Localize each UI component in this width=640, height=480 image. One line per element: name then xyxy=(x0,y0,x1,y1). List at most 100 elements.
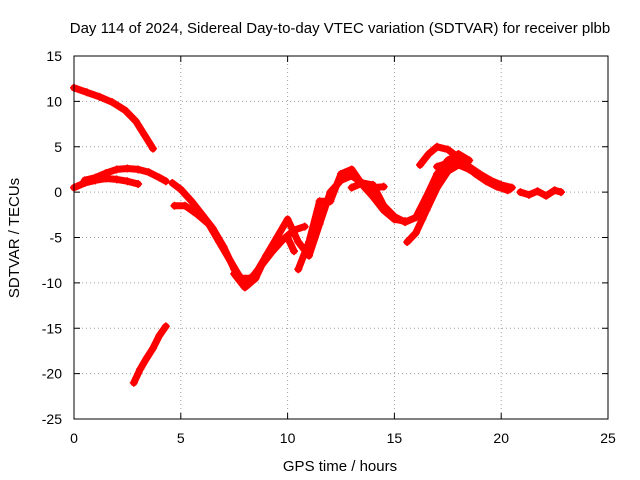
x-tick-label: 25 xyxy=(600,430,616,446)
data-point xyxy=(108,98,117,107)
y-tick-label: -10 xyxy=(42,275,62,291)
data-point xyxy=(272,233,281,242)
data-point xyxy=(123,177,132,186)
data-point xyxy=(424,150,433,159)
data-point xyxy=(262,251,271,260)
data-point xyxy=(170,201,179,210)
data-point xyxy=(161,322,170,331)
data-point xyxy=(290,247,299,256)
data-point xyxy=(102,169,111,178)
data-point xyxy=(187,197,196,206)
data-point xyxy=(379,201,388,210)
data-point xyxy=(347,165,356,174)
data-point xyxy=(82,88,91,97)
data-point xyxy=(168,179,177,188)
data-point xyxy=(112,165,121,174)
data-point xyxy=(557,188,566,197)
data-point xyxy=(112,175,121,184)
x-axis-tick-labels: 0 5 10 15 20 25 xyxy=(70,430,616,446)
x-tick-label: 0 xyxy=(70,430,78,446)
y-tick-label: -15 xyxy=(42,320,62,336)
data-point xyxy=(439,169,448,178)
data-point xyxy=(507,183,516,192)
data-point xyxy=(497,180,506,189)
data-point xyxy=(134,179,143,188)
data-point xyxy=(379,182,388,191)
series-line xyxy=(130,322,170,387)
data-point xyxy=(279,235,288,244)
y-tick-label: 5 xyxy=(54,139,62,155)
data-point xyxy=(418,215,427,224)
data-point xyxy=(516,188,525,197)
data-point xyxy=(176,185,185,194)
series-arc-2 xyxy=(70,174,143,192)
data-point xyxy=(347,183,356,192)
data-point xyxy=(304,238,313,247)
data-point xyxy=(428,188,437,197)
data-point xyxy=(475,169,484,178)
data-point xyxy=(142,354,151,363)
data-point xyxy=(230,269,239,278)
data-point xyxy=(225,256,234,265)
data-point xyxy=(358,179,367,188)
data-point xyxy=(149,144,158,153)
series-arc-4 xyxy=(129,322,170,387)
data-point xyxy=(283,215,292,224)
series-line xyxy=(70,84,157,153)
data-point xyxy=(95,92,104,101)
x-tick-label: 5 xyxy=(177,430,185,446)
data-point xyxy=(550,186,559,195)
data-point xyxy=(411,213,420,222)
data-point xyxy=(326,197,335,206)
data-point xyxy=(401,218,410,227)
data-point xyxy=(294,265,303,274)
data-point xyxy=(416,160,425,169)
y-tick-label: -25 xyxy=(42,411,62,427)
data-point xyxy=(204,219,213,228)
data-point xyxy=(80,176,89,185)
data-point xyxy=(411,228,420,237)
data-point xyxy=(215,238,224,247)
data-point xyxy=(181,201,190,210)
data-point xyxy=(443,145,452,154)
y-tick-label: -5 xyxy=(50,230,63,246)
series-arc-13 xyxy=(433,159,516,192)
data-point xyxy=(390,212,399,221)
data-point xyxy=(134,165,143,174)
y-tick-label: -20 xyxy=(42,366,62,382)
data-point xyxy=(465,162,474,171)
series-line xyxy=(170,202,309,282)
data-point xyxy=(144,168,153,177)
data-point xyxy=(337,169,345,178)
data-point xyxy=(433,142,442,151)
data-point xyxy=(131,117,140,126)
data-point xyxy=(129,378,138,387)
data-point xyxy=(433,162,442,171)
data-point xyxy=(443,159,452,168)
data-point xyxy=(155,173,164,182)
grid xyxy=(74,56,608,419)
data-series xyxy=(70,83,566,387)
data-point xyxy=(542,191,551,200)
x-tick-label: 10 xyxy=(280,430,296,446)
data-point xyxy=(161,177,170,186)
data-point xyxy=(533,187,542,196)
series-arc-14 xyxy=(516,186,566,200)
x-axis-label: GPS time / hours xyxy=(283,458,397,475)
y-tick-label: 15 xyxy=(46,48,62,64)
data-point xyxy=(300,222,309,231)
data-point xyxy=(454,159,463,168)
chart-title: Day 114 of 2024, Sidereal Day-to-day VTE… xyxy=(70,20,611,37)
data-point xyxy=(251,274,260,283)
y-tick-label: 0 xyxy=(54,184,62,200)
y-axis-tick-labels: 15 10 5 0 -5 -10 -15 -20 -25 xyxy=(42,48,62,427)
data-point xyxy=(123,164,132,173)
data-point xyxy=(315,197,324,206)
data-point xyxy=(121,106,130,115)
data-point xyxy=(524,190,533,199)
x-tick-label: 20 xyxy=(493,430,509,446)
y-axis-label: SDTVAR / TECUs xyxy=(6,178,23,298)
data-point xyxy=(140,130,149,139)
series-arc-1 xyxy=(70,83,158,153)
axis-ticks xyxy=(73,55,609,420)
